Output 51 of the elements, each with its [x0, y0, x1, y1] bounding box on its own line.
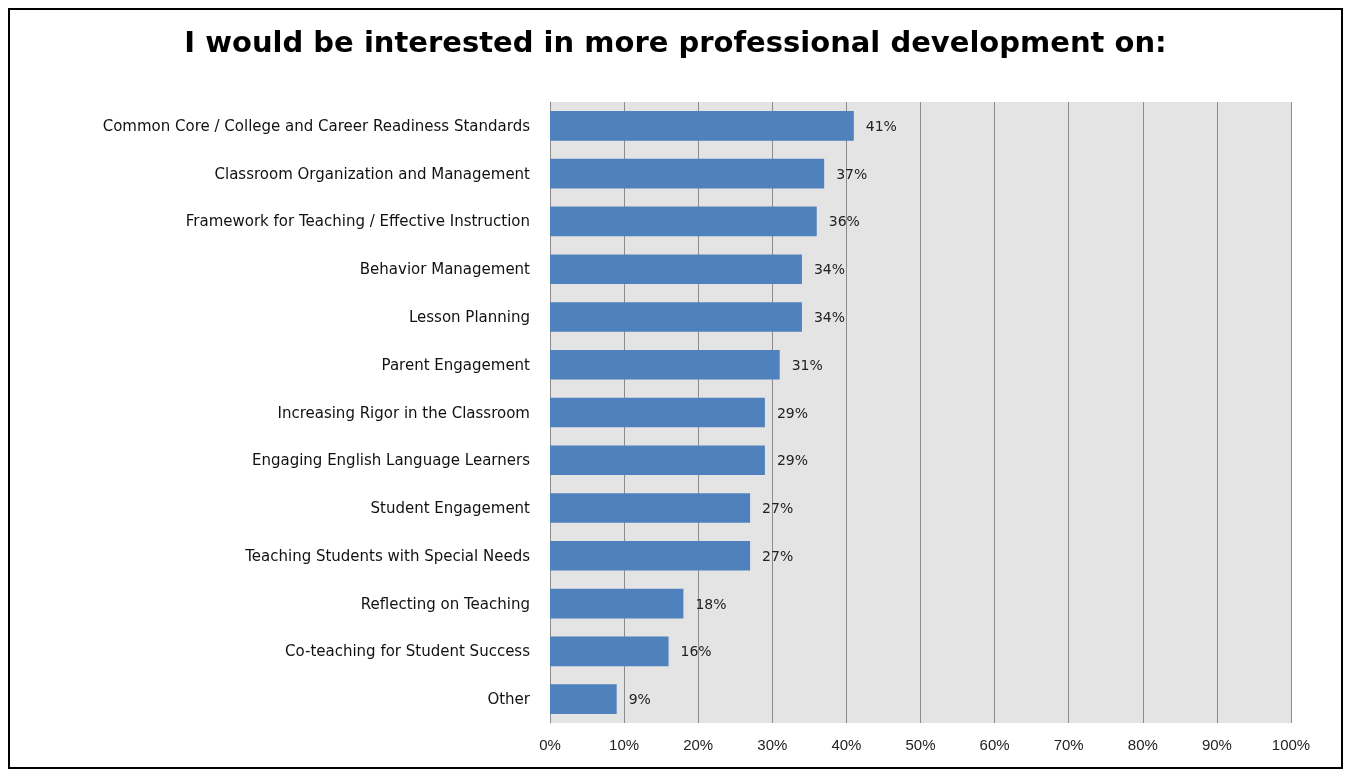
data-label: 9% [628, 691, 651, 708]
data-label: 27% [762, 500, 794, 517]
y-tick-label: Behavior Management [359, 260, 531, 279]
bar [550, 397, 765, 428]
y-tick-label: Framework for Teaching / Effective Instruction [185, 212, 530, 231]
y-tick-label: Common Core / College and Career Readiness Standards [102, 116, 531, 135]
x-tick-label: 100% [1271, 736, 1311, 753]
bar [550, 684, 617, 714]
y-tick-label: Parent Engagement [381, 355, 531, 374]
data-label: 29% [776, 452, 809, 469]
y-tick-label: Other [487, 690, 531, 709]
data-label: 29% [776, 404, 809, 421]
x-tick-label: 70% [1053, 736, 1084, 753]
bar [550, 588, 684, 619]
bar [550, 493, 751, 523]
y-tick-label: Classroom Organization and Management [214, 164, 531, 183]
bar [550, 111, 854, 141]
data-label: 34% [813, 308, 846, 325]
y-tick-label: Reflecting on Teaching [360, 594, 530, 613]
bar [550, 349, 780, 380]
data-label: 16% [680, 643, 712, 660]
data-label: 27% [762, 547, 794, 564]
bar [550, 541, 751, 571]
x-tick-label: 10% [609, 736, 640, 753]
x-tick-label: 80% [1127, 736, 1158, 753]
y-tick-label: Lesson Planning [408, 307, 530, 326]
x-tick-label: 0% [539, 736, 561, 753]
bar [550, 302, 802, 332]
x-tick-label: 90% [1201, 736, 1232, 753]
x-tick-label: 50% [905, 736, 936, 753]
data-label: 31% [791, 356, 823, 373]
bar [550, 254, 802, 284]
data-label: 36% [828, 213, 860, 230]
y-tick-label: Engaging English Language Learners [251, 451, 531, 470]
data-label: 18% [695, 595, 727, 612]
bar [550, 158, 825, 189]
x-tick-label: 30% [757, 736, 788, 753]
y-tick-label: Co-teaching for Student Success [285, 642, 531, 661]
bar [550, 445, 765, 476]
data-label: 34% [813, 261, 846, 278]
y-tick-label: Teaching Students with Special Needs [244, 546, 531, 565]
y-tick-label: Student Engagement [370, 499, 531, 518]
bar [550, 206, 817, 237]
data-label: 41% [865, 117, 897, 134]
x-tick-label: 20% [683, 736, 714, 753]
data-label: 37% [836, 165, 868, 182]
chart-title: I would be interested in more professional development on: [184, 24, 1167, 59]
x-tick-label: 60% [979, 736, 1010, 753]
x-tick-label: 40% [831, 736, 862, 753]
bar [550, 636, 669, 667]
y-tick-label: Increasing Rigor in the Classroom [277, 403, 530, 422]
